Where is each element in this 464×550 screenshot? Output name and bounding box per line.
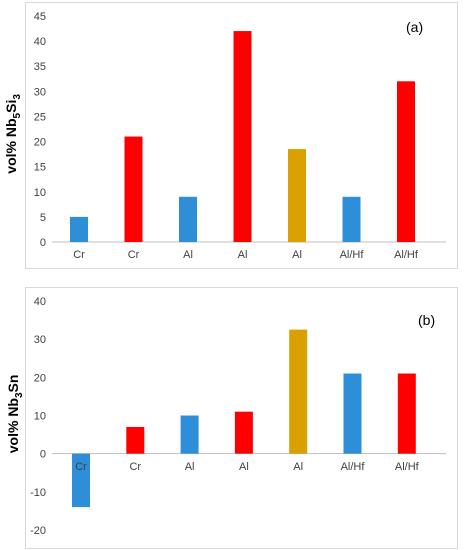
- bar-1: [72, 453, 90, 508]
- x-tick-label: Al: [185, 461, 195, 473]
- bar-6: [343, 373, 362, 454]
- x-tick-label: Al: [183, 249, 193, 261]
- bar-6: [342, 196, 361, 242]
- y-tick-label: 0: [40, 237, 46, 249]
- panel-label: (b): [418, 312, 435, 328]
- y-tick-label: 35: [34, 61, 46, 73]
- bar-5: [289, 329, 308, 454]
- y-tick-label: 0: [40, 449, 46, 461]
- bar-2: [124, 136, 143, 242]
- x-tick-label: Al: [238, 249, 248, 261]
- bar-1: [70, 216, 88, 242]
- x-tick-label: Al: [292, 249, 302, 261]
- bar-3: [179, 196, 197, 242]
- panel-label: (a): [406, 19, 423, 35]
- bar-7: [397, 373, 416, 454]
- bar-4: [233, 31, 252, 242]
- x-tick-label: Al/Hf: [341, 461, 366, 473]
- y-tick-label: 10: [34, 187, 46, 199]
- y-tick-label: 10: [34, 411, 46, 423]
- y-tick-label: 15: [34, 162, 46, 174]
- x-tick-label: Al: [239, 461, 249, 473]
- x-tick-label: Cr: [129, 461, 141, 473]
- bar-5: [288, 149, 306, 242]
- x-tick-label: Cr: [128, 249, 140, 261]
- y-tick-label: 20: [34, 372, 46, 384]
- y-tick-label: 25: [34, 111, 46, 123]
- chart-a: 0 5 10 15 20 25 30 35 40 45 Cr Cr Al Al Al Al/Hf Al/Hf (a…: [34, 11, 446, 261]
- y-tick-label: 20: [34, 137, 46, 149]
- chart-b: -20 -10 0 10 20 30 40 Cr Cr Al Al Al Al/Hf Al/Hf (b): [30, 296, 446, 537]
- x-tick-label: Al/Hf: [340, 249, 365, 261]
- x-tick-label: Al: [293, 461, 303, 473]
- y-tick-label: 40: [34, 296, 46, 308]
- bar-2: [126, 426, 145, 454]
- y-tick-label: 30: [34, 334, 46, 346]
- x-tick-label: Cr: [75, 461, 87, 473]
- bar-4: [234, 411, 253, 454]
- bar-7: [397, 81, 415, 243]
- y-tick-label: -10: [30, 487, 46, 499]
- x-tick-label: Al/Hf: [394, 249, 419, 261]
- y-tick-label: 30: [34, 86, 46, 98]
- bar-3: [180, 415, 199, 454]
- y-tick-label: 45: [34, 11, 46, 23]
- y-tick-label: 5: [40, 212, 46, 224]
- x-tick-label: Al/Hf: [395, 461, 420, 473]
- y-tick-label: -20: [30, 525, 46, 537]
- x-tick-label: Cr: [73, 249, 85, 261]
- y-tick-label: 40: [34, 36, 46, 48]
